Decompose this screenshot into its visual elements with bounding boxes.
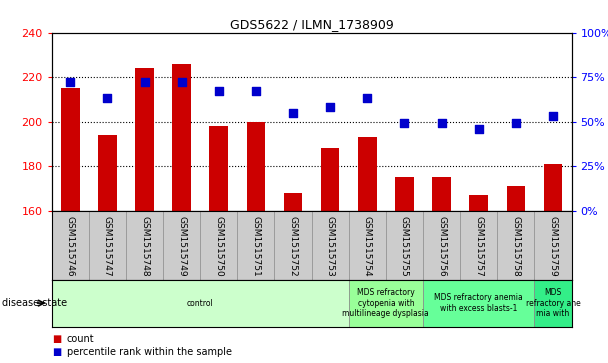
Text: GSM1515758: GSM1515758 <box>511 216 520 277</box>
Bar <box>506 186 525 211</box>
Point <box>548 113 558 119</box>
Point <box>288 110 298 115</box>
Text: MDS refractory anemia
with excess blasts-1: MDS refractory anemia with excess blasts… <box>434 293 523 313</box>
Point <box>177 79 187 85</box>
Point <box>214 89 224 94</box>
Text: GSM1515749: GSM1515749 <box>177 216 186 277</box>
Bar <box>98 135 117 211</box>
Text: control: control <box>187 299 213 307</box>
Bar <box>135 68 154 211</box>
Text: MDS
refractory ane
mia with: MDS refractory ane mia with <box>525 288 580 318</box>
Text: GSM1515756: GSM1515756 <box>437 216 446 277</box>
Text: GSM1515750: GSM1515750 <box>214 216 223 277</box>
Bar <box>534 280 572 327</box>
Bar <box>423 280 534 327</box>
Text: GSM1515759: GSM1515759 <box>548 216 558 277</box>
Bar <box>469 195 488 211</box>
Text: GSM1515755: GSM1515755 <box>400 216 409 277</box>
Bar <box>321 148 339 211</box>
Bar <box>395 177 413 211</box>
Point <box>437 121 446 126</box>
Text: ■: ■ <box>52 347 61 357</box>
Text: GSM1515757: GSM1515757 <box>474 216 483 277</box>
Text: GSM1515752: GSM1515752 <box>289 216 297 277</box>
Bar <box>247 122 265 211</box>
Bar <box>172 64 191 211</box>
Bar <box>61 88 80 211</box>
Text: ■: ■ <box>52 334 61 344</box>
Title: GDS5622 / ILMN_1738909: GDS5622 / ILMN_1738909 <box>230 19 393 32</box>
Point <box>511 121 520 126</box>
Point <box>251 89 261 94</box>
Bar <box>544 164 562 211</box>
Bar <box>52 280 349 327</box>
Text: GSM1515747: GSM1515747 <box>103 216 112 277</box>
Text: percentile rank within the sample: percentile rank within the sample <box>67 347 232 357</box>
Bar <box>349 280 423 327</box>
Text: GSM1515748: GSM1515748 <box>140 216 149 277</box>
Bar <box>284 193 302 211</box>
Point <box>325 105 335 110</box>
Text: GSM1515751: GSM1515751 <box>251 216 260 277</box>
Text: GSM1515746: GSM1515746 <box>66 216 75 277</box>
Bar <box>358 137 376 211</box>
Bar <box>432 177 451 211</box>
Point <box>362 95 372 101</box>
Text: GSM1515753: GSM1515753 <box>326 216 334 277</box>
Text: count: count <box>67 334 94 344</box>
Point <box>103 95 112 101</box>
Point <box>66 79 75 85</box>
Point <box>140 79 150 85</box>
Text: GSM1515754: GSM1515754 <box>363 216 372 277</box>
Text: MDS refractory
cytopenia with
multilineage dysplasia: MDS refractory cytopenia with multilinea… <box>342 288 429 318</box>
Text: disease state: disease state <box>2 298 67 308</box>
Point <box>399 121 409 126</box>
Point <box>474 126 483 132</box>
Bar <box>210 126 228 211</box>
